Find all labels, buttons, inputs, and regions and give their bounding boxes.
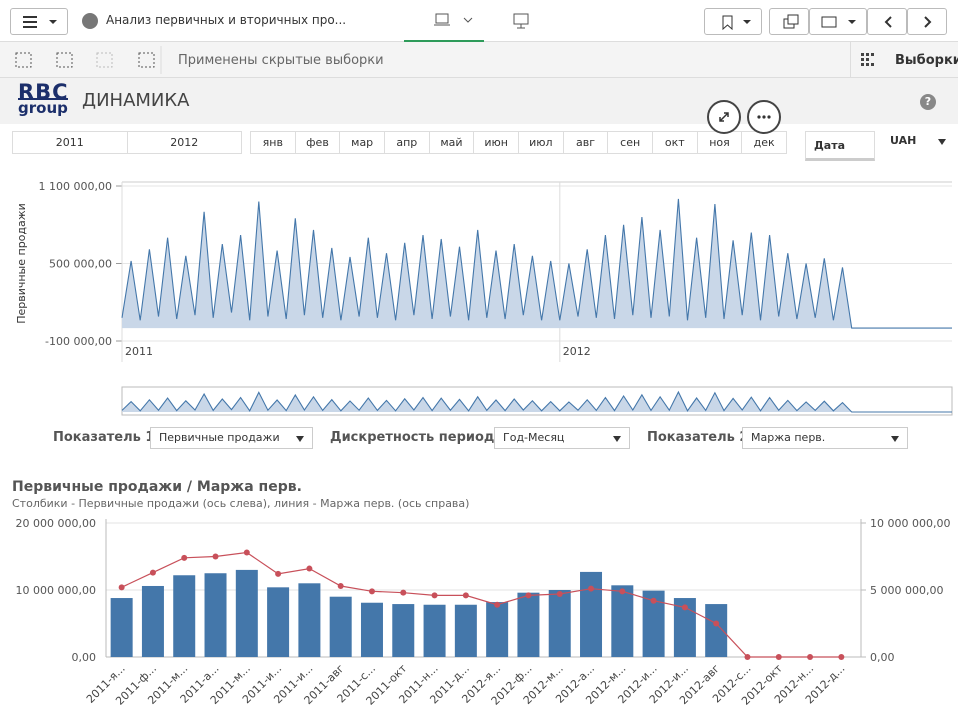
- bar: [236, 570, 258, 657]
- bar: [173, 575, 195, 657]
- line-point: [838, 654, 844, 660]
- y2-tick-label: 0,00: [870, 651, 895, 664]
- bar: [205, 573, 227, 657]
- bar: [486, 602, 508, 657]
- line: [122, 553, 842, 658]
- bar: [455, 605, 477, 657]
- bar: [330, 597, 352, 657]
- bar: [424, 605, 446, 657]
- line-point: [682, 604, 688, 610]
- line-point: [213, 554, 219, 560]
- line-point: [275, 571, 281, 577]
- line-point: [619, 588, 625, 594]
- y2-tick-label: 5 000 000,00: [870, 584, 943, 597]
- line-point: [150, 570, 156, 576]
- bar: [111, 598, 133, 657]
- line-point: [776, 654, 782, 660]
- line-point: [525, 592, 531, 598]
- bar: [298, 583, 320, 657]
- y-tick-label: 500 000,00: [49, 258, 112, 271]
- bar: [611, 585, 633, 657]
- line-point: [244, 549, 250, 555]
- line-point: [181, 555, 187, 561]
- y-tick-label: -100 000,00: [45, 335, 112, 348]
- line-point: [557, 591, 563, 597]
- y-tick-label: 0,00: [72, 651, 97, 664]
- bar: [142, 586, 164, 657]
- line-point: [744, 654, 750, 660]
- chart-subtitle: Столбики - Первичные продажи (ось слева)…: [12, 497, 469, 510]
- line-point: [338, 583, 344, 589]
- line-point: [432, 592, 438, 598]
- bar: [705, 604, 727, 657]
- bar: [392, 604, 414, 657]
- bar: [580, 572, 602, 657]
- bar: [267, 587, 289, 657]
- y-tick-label: 1 100 000,00: [39, 180, 112, 193]
- line-point: [400, 590, 406, 596]
- y-tick-label: 10 000 000,00: [16, 584, 96, 597]
- line-point: [306, 566, 312, 572]
- line-point: [119, 584, 125, 590]
- line-point: [713, 621, 719, 627]
- line-point: [651, 598, 657, 604]
- y-tick-label: 20 000 000,00: [16, 517, 96, 530]
- line-point: [463, 592, 469, 598]
- line-point: [369, 588, 375, 594]
- bar: [549, 590, 571, 657]
- y-axis-label: Первичные продажи: [15, 203, 28, 324]
- bar: [517, 593, 539, 657]
- x-tick-label: 2011: [125, 345, 153, 358]
- line-point: [494, 602, 500, 608]
- x-tick-label: 2012: [563, 345, 591, 358]
- y2-tick-label: 10 000 000,00: [870, 517, 950, 530]
- chart-title: Первичные продажи / Маржа перв.: [12, 479, 302, 495]
- line-point: [588, 586, 594, 592]
- line-point: [807, 654, 813, 660]
- bar: [361, 603, 383, 657]
